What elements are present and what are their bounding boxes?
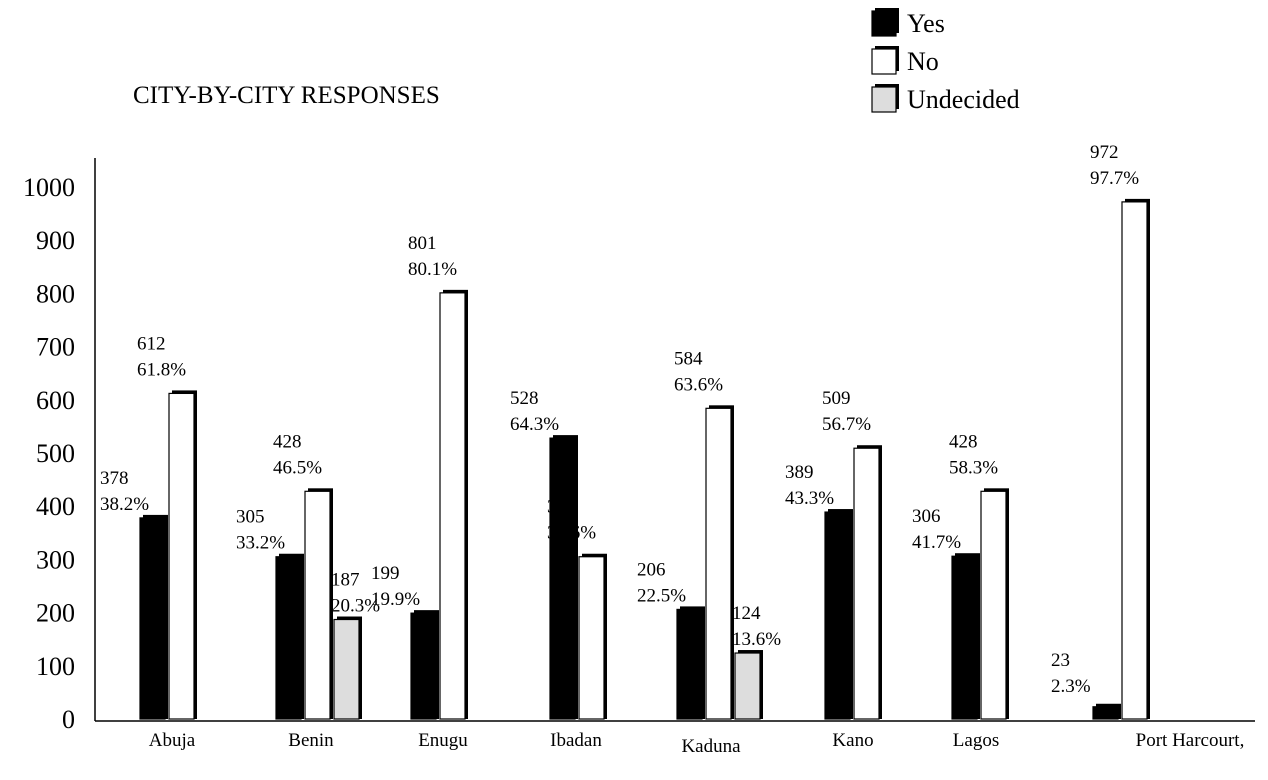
category-label: Port Harcourt,: [1136, 730, 1245, 751]
legend-swatch-undecided: [871, 86, 897, 113]
y-tick-label: 900: [36, 226, 75, 255]
data-label-count: 428: [273, 431, 302, 452]
bar-no-benin: [304, 490, 331, 720]
bar-no-portharcourt: [1121, 201, 1148, 720]
data-label-percent: 36.6%: [547, 523, 596, 544]
y-tick-label: 600: [36, 386, 75, 415]
data-label-count: 305: [236, 507, 265, 528]
bar-no-kaduna: [705, 407, 732, 720]
data-label-percent: 41.7%: [912, 532, 961, 553]
chart-title: CITY-BY-CITY RESPONSES: [133, 82, 440, 109]
y-tick-label: 300: [36, 545, 75, 574]
data-labels-group: 378 38.2% 612 61.8% 305 33.2% 428 46.5% 187 20.3%…: [100, 142, 1139, 697]
data-label-percent: 56.7%: [822, 414, 871, 435]
y-tick-label: 700: [36, 333, 75, 362]
data-label-count: 428: [949, 431, 978, 452]
y-tick-label: 800: [36, 279, 75, 308]
legend-swatch-yes: [871, 10, 897, 37]
data-label-count: 972: [1090, 142, 1119, 163]
data-label-count: 206: [637, 559, 666, 580]
data-label-count: 23: [1051, 650, 1070, 671]
data-label-percent: 58.3%: [949, 457, 998, 478]
bar-no-enugu: [439, 292, 466, 720]
bar-undecided-kaduna: [734, 652, 761, 720]
data-label-percent: 22.5%: [637, 585, 686, 606]
bar-undecided-benin: [333, 618, 360, 720]
bar-yes-kaduna: [676, 608, 703, 720]
y-tick-label: 200: [36, 599, 75, 628]
y-tick-label: 0: [62, 705, 75, 734]
category-labels-group: Abuja Benin Enugu Ibadan Kaduna Kano Lagos Port…: [149, 730, 1245, 757]
data-label-count: 378: [100, 468, 129, 489]
category-label: Benin: [288, 730, 334, 751]
category-label: Kano: [832, 730, 873, 751]
category-label: Ibadan: [550, 730, 602, 751]
data-label-percent: 38.2%: [100, 494, 149, 515]
legend: Yes No Undecided: [871, 8, 1020, 114]
data-label-percent: 63.6%: [674, 374, 723, 395]
data-label-percent: 97.7%: [1090, 168, 1139, 189]
data-label-percent: 46.5%: [273, 457, 322, 478]
data-label-count: 305: [547, 497, 576, 518]
bar-yes-benin: [275, 556, 302, 720]
category-label: Abuja: [149, 730, 196, 751]
data-label-count: 612: [137, 333, 166, 354]
bar-yes-kano: [824, 511, 851, 720]
category-label: Kaduna: [681, 736, 741, 757]
data-label-percent: 33.2%: [236, 533, 285, 554]
data-label-percent: 13.6%: [732, 629, 781, 650]
data-label-count: 187: [331, 570, 360, 591]
y-tick-label: 1000: [23, 173, 75, 202]
y-tick-label: 100: [36, 652, 75, 681]
bar-no-ibadan: [578, 556, 605, 720]
legend-label-undecided: Undecided: [907, 85, 1020, 114]
data-label-count: 801: [408, 233, 437, 254]
category-label: Enugu: [418, 730, 468, 751]
data-label-percent: 19.9%: [371, 589, 420, 610]
data-label-percent: 64.3%: [510, 414, 559, 435]
bar-no-abuja: [168, 392, 195, 720]
data-label-count: 199: [371, 563, 400, 584]
y-axis-ticks: 0 100 200 300 400 500 600 700 800 900 1000: [23, 173, 75, 734]
data-label-percent: 2.3%: [1051, 676, 1091, 697]
bar-no-kano: [853, 447, 880, 720]
data-label-count: 306: [912, 506, 941, 527]
bar-yes-portharcourt: [1092, 706, 1119, 720]
bar-yes-abuja: [139, 517, 166, 720]
bars-group: [139, 198, 1150, 720]
y-tick-label: 500: [36, 439, 75, 468]
data-label-percent: 43.3%: [785, 488, 834, 509]
data-label-count: 584: [674, 348, 703, 369]
y-tick-label: 400: [36, 492, 75, 521]
bar-no-lagos: [980, 490, 1007, 720]
category-label: Lagos: [953, 730, 999, 751]
data-label-percent: 61.8%: [137, 359, 186, 380]
data-label-count: 509: [822, 388, 851, 409]
legend-label-no: No: [907, 47, 939, 76]
legend-label-yes: Yes: [907, 9, 945, 38]
data-label-count: 124: [732, 603, 761, 624]
legend-swatch-no: [871, 48, 897, 75]
bar-yes-lagos: [951, 555, 978, 720]
data-label-percent: 20.3%: [331, 596, 380, 617]
bar-yes-ibadan: [549, 437, 576, 720]
data-label-percent: 80.1%: [408, 259, 457, 280]
data-label-count: 528: [510, 388, 539, 409]
data-label-count: 389: [785, 462, 814, 483]
bar-yes-enugu: [410, 612, 437, 720]
